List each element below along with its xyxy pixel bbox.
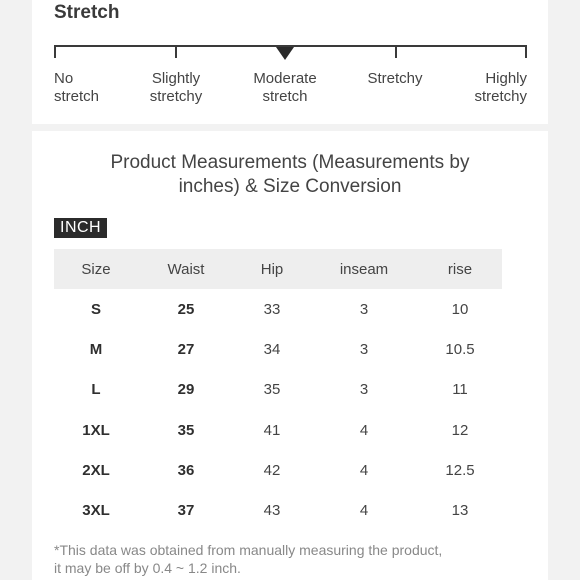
cell-waist: 29 <box>177 381 195 399</box>
cell-inseam: 3 <box>359 300 369 318</box>
scale-tick <box>175 45 177 58</box>
table-row: M 27 34 3 10.5 <box>54 329 502 369</box>
scale-tick <box>54 45 56 58</box>
stretch-label-slightly: Slightly stretchy <box>149 70 203 105</box>
cell-hip: 43 <box>263 502 281 520</box>
unit-badge: INCH <box>54 218 108 238</box>
measurement-footnote: *This data was obtained from manually me… <box>54 542 443 576</box>
header-hip: Hip <box>260 260 284 278</box>
scale-tick <box>525 45 527 58</box>
cell-inseam: 4 <box>359 421 369 439</box>
cell-waist: 37 <box>177 502 195 520</box>
cell-rise: 12.5 <box>445 461 475 479</box>
cell-size: S <box>90 300 101 318</box>
stretch-title: Stretch <box>54 2 120 23</box>
cell-rise: 11 <box>452 381 468 399</box>
table-row: 1XL 35 41 4 12 <box>54 410 502 450</box>
cell-size: 1XL <box>82 421 110 439</box>
scale-tick <box>395 45 397 58</box>
header-inseam: inseam <box>339 260 389 278</box>
cell-waist: 25 <box>177 300 195 318</box>
stretch-level-pointer-icon <box>276 47 294 60</box>
table-header-row: Size Waist Hip inseam rise <box>54 249 502 289</box>
cell-hip: 33 <box>263 300 281 318</box>
cell-waist: 35 <box>177 421 195 439</box>
measurements-title: Product Measurements (Measurements by inc… <box>110 152 470 197</box>
cell-waist: 27 <box>177 340 195 358</box>
stretch-card: Stretch No stretch Slightly stretchy Moder… <box>32 0 548 124</box>
cell-hip: 35 <box>263 381 281 399</box>
stretch-label-no: No stretch <box>54 70 100 105</box>
cell-inseam: 3 <box>359 340 369 358</box>
cell-rise: 10 <box>451 300 469 318</box>
cell-inseam: 4 <box>359 502 369 520</box>
cell-waist: 36 <box>177 461 195 479</box>
cell-inseam: 4 <box>359 461 369 479</box>
cell-hip: 42 <box>263 461 281 479</box>
stretch-label-highly: Highly stretchy <box>474 70 527 105</box>
table-row: 2XL 36 42 4 12.5 <box>54 450 502 490</box>
header-rise: rise <box>447 260 473 278</box>
stretch-label-stretchy: Stretchy <box>367 70 423 87</box>
size-table: Size Waist Hip inseam rise S 25 33 3 10 … <box>54 249 502 531</box>
header-waist: Waist <box>167 260 205 278</box>
cell-rise: 10.5 <box>445 340 475 358</box>
cell-inseam: 3 <box>359 381 369 399</box>
table-row: 3XL 37 43 4 13 <box>54 490 502 530</box>
cell-size: 3XL <box>82 502 110 520</box>
cell-size: 2XL <box>82 461 110 479</box>
header-size: Size <box>81 260 111 278</box>
cell-hip: 41 <box>263 421 281 439</box>
stretch-label-moderate: Moderate stretch <box>253 70 317 105</box>
cell-hip: 34 <box>263 340 281 358</box>
table-row: S 25 33 3 10 <box>54 289 502 329</box>
cell-size: L <box>91 381 101 399</box>
cell-size: M <box>89 340 103 358</box>
table-row: L 29 35 3 11 <box>54 370 502 410</box>
stretch-scale-line <box>54 45 527 47</box>
cell-rise: 12 <box>451 421 469 439</box>
measurements-card: Product Measurements (Measurements by inc… <box>32 131 548 580</box>
cell-rise: 13 <box>451 502 469 520</box>
